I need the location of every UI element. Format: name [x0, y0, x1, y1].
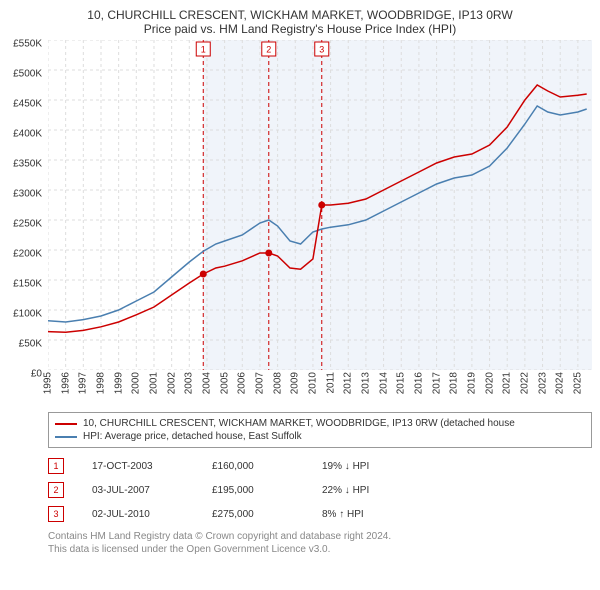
x-tick-label: 1995 [43, 372, 54, 394]
annotation-date: 02-JUL-2010 [92, 509, 212, 520]
y-tick-label: £200K [13, 249, 42, 260]
y-axis-labels: £0£50K£100K£150K£200K£250K£300K£350K£400… [0, 44, 44, 374]
plot-area: 1 2 3 [48, 40, 592, 370]
x-tick-label: 2012 [343, 372, 354, 394]
y-tick-label: £500K [13, 69, 42, 80]
title-block: 10, CHURCHILL CRESCENT, WICKHAM MARKET, … [0, 0, 600, 40]
footer-line-1: Contains HM Land Registry data © Crown c… [48, 530, 592, 543]
x-axis-labels: 1995199619971998199920002001200220032004… [48, 370, 592, 406]
annotation-delta: 8% ↑ HPI [322, 509, 442, 520]
x-tick-label: 2006 [237, 372, 248, 394]
annotation-delta: 19% ↓ HPI [322, 461, 442, 472]
annotation-row: 2 03-JUL-2007£195,00022% ↓ HPI [48, 478, 592, 502]
annotation-date: 17-OCT-2003 [92, 461, 212, 472]
x-tick-label: 1998 [95, 372, 106, 394]
footer-note: Contains HM Land Registry data © Crown c… [48, 530, 592, 556]
plot-svg: 1 2 3 [48, 40, 592, 370]
y-tick-label: £300K [13, 189, 42, 200]
y-tick-label: £350K [13, 159, 42, 170]
main-title: 10, CHURCHILL CRESCENT, WICKHAM MARKET, … [0, 8, 600, 22]
x-tick-label: 1999 [113, 372, 124, 394]
annotation-delta: 22% ↓ HPI [322, 485, 442, 496]
y-tick-label: £100K [13, 309, 42, 320]
x-tick-label: 2018 [449, 372, 460, 394]
x-tick-label: 2014 [378, 372, 389, 394]
x-tick-label: 2011 [325, 372, 336, 394]
x-tick-label: 2017 [431, 372, 442, 394]
legend-row: 10, CHURCHILL CRESCENT, WICKHAM MARKET, … [55, 417, 585, 430]
svg-text:1: 1 [201, 45, 206, 55]
x-tick-label: 2000 [131, 372, 142, 394]
x-tick-label: 2009 [290, 372, 301, 394]
annotation-row: 3 02-JUL-2010£275,0008% ↑ HPI [48, 502, 592, 526]
annotation-row: 1 17-OCT-2003£160,00019% ↓ HPI [48, 454, 592, 478]
x-tick-label: 2016 [413, 372, 424, 394]
annotation-price: £160,000 [212, 461, 322, 472]
chart-container: 10, CHURCHILL CRESCENT, WICKHAM MARKET, … [0, 0, 600, 556]
x-tick-label: 2001 [148, 372, 159, 394]
x-tick-label: 2023 [537, 372, 548, 394]
x-tick-label: 2010 [307, 372, 318, 394]
annotation-marker: 1 [48, 458, 64, 474]
y-tick-label: £150K [13, 279, 42, 290]
annotation-marker: 3 [48, 506, 64, 522]
y-tick-label: £550K [13, 39, 42, 50]
x-tick-label: 2013 [360, 372, 371, 394]
y-tick-label: £50K [19, 339, 42, 350]
svg-text:3: 3 [319, 45, 324, 55]
x-tick-label: 2024 [555, 372, 566, 394]
x-tick-label: 1996 [60, 372, 71, 394]
legend-box: 10, CHURCHILL CRESCENT, WICKHAM MARKET, … [48, 412, 592, 448]
annotation-price: £275,000 [212, 509, 322, 520]
x-tick-label: 2020 [484, 372, 495, 394]
legend-swatch [55, 436, 77, 438]
legend-swatch [55, 423, 77, 425]
annotations-block: 1 17-OCT-2003£160,00019% ↓ HPI 2 03-JUL-200… [48, 454, 592, 526]
legend-label: HPI: Average price, detached house, East… [83, 431, 302, 442]
y-tick-label: £250K [13, 219, 42, 230]
y-tick-label: £400K [13, 129, 42, 140]
x-tick-label: 2002 [166, 372, 177, 394]
x-tick-label: 2019 [466, 372, 477, 394]
x-tick-label: 2008 [272, 372, 283, 394]
x-tick-label: 2025 [572, 372, 583, 394]
x-tick-label: 2005 [219, 372, 230, 394]
annotation-date: 03-JUL-2007 [92, 485, 212, 496]
y-tick-label: £0 [31, 369, 42, 380]
sub-title: Price paid vs. HM Land Registry's House … [0, 22, 600, 36]
x-tick-label: 1997 [78, 372, 89, 394]
annotation-price: £195,000 [212, 485, 322, 496]
footer-line-2: This data is licensed under the Open Gov… [48, 543, 592, 556]
x-tick-label: 2021 [502, 372, 513, 394]
x-tick-label: 2022 [519, 372, 530, 394]
y-tick-label: £450K [13, 99, 42, 110]
annotation-marker: 2 [48, 482, 64, 498]
x-tick-label: 2004 [201, 372, 212, 394]
x-tick-label: 2015 [396, 372, 407, 394]
svg-text:2: 2 [266, 45, 271, 55]
x-tick-label: 2007 [254, 372, 265, 394]
legend-label: 10, CHURCHILL CRESCENT, WICKHAM MARKET, … [83, 418, 515, 429]
x-tick-label: 2003 [184, 372, 195, 394]
legend-row: HPI: Average price, detached house, East… [55, 430, 585, 443]
